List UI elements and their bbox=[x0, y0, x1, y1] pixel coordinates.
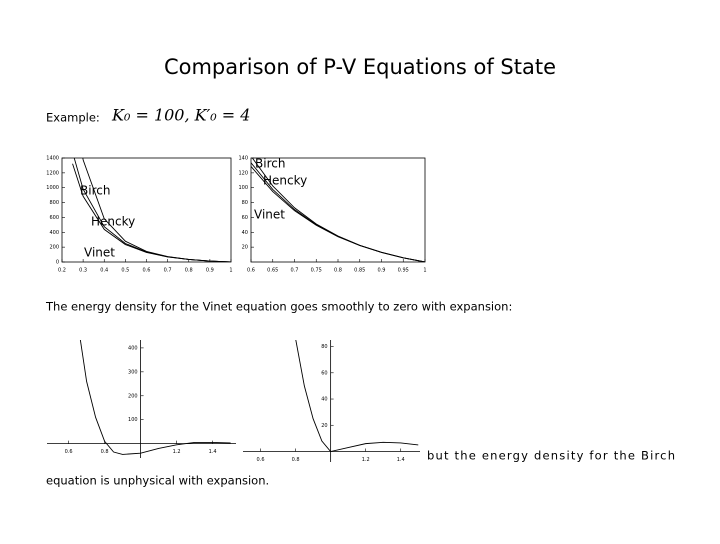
x-tick-label: 1 bbox=[229, 268, 232, 274]
curve-label: Vinet bbox=[254, 208, 285, 222]
y-tick-label: 200 bbox=[49, 245, 59, 251]
x-tick-label: 0.9 bbox=[378, 268, 386, 274]
curve bbox=[79, 340, 231, 455]
x-tick-label: 0.2 bbox=[58, 268, 66, 274]
y-tick-label: 200 bbox=[128, 393, 138, 399]
slide-title: Comparison of P-V Equations of State bbox=[164, 55, 556, 79]
y-tick-label: 300 bbox=[128, 369, 138, 375]
x-tick-label: 0.7 bbox=[164, 268, 172, 274]
curve bbox=[73, 158, 231, 262]
y-tick-label: 40 bbox=[242, 230, 248, 236]
x-tick-label: 0.8 bbox=[334, 268, 342, 274]
example-formula: K₀ = 100, K′₀ = 4 bbox=[111, 106, 250, 125]
x-tick-label: 0.6 bbox=[247, 268, 255, 274]
x-tick-label: 0.8 bbox=[101, 449, 109, 455]
example-label: Example: bbox=[46, 111, 100, 125]
y-tick-label: 80 bbox=[242, 200, 248, 206]
y-tick-label: 400 bbox=[49, 230, 59, 236]
y-tick-label: 800 bbox=[49, 200, 59, 206]
curve bbox=[251, 162, 425, 262]
x-tick-label: 1.4 bbox=[209, 449, 217, 455]
y-tick-label: 600 bbox=[49, 215, 59, 221]
x-tick-label: 0.4 bbox=[100, 268, 108, 274]
paragraph: equation is unphysical with expansion. bbox=[46, 474, 269, 488]
x-tick-label: 0.65 bbox=[267, 268, 278, 274]
y-tick-label: 60 bbox=[242, 215, 248, 221]
y-tick-label: 140 bbox=[238, 156, 248, 162]
chart: 0.6 0.8 1.2 1.4 100 200 300 400 bbox=[47, 340, 236, 458]
x-tick-label: 0.6 bbox=[257, 457, 265, 463]
x-tick-label: 1 bbox=[423, 268, 426, 274]
curve-label: Hencky bbox=[263, 174, 307, 188]
y-tick-label: 0 bbox=[56, 260, 59, 266]
y-tick-label: 80 bbox=[321, 344, 327, 350]
chart: 0.2 0.3 0.4 0.5 0.6 0.7 0.8 0.9 1 0 200 400 600 800 10… bbox=[46, 156, 232, 274]
curve-label: Hencky bbox=[91, 215, 135, 229]
x-tick-label: 0.6 bbox=[65, 449, 73, 455]
curve-label: Birch bbox=[255, 157, 285, 171]
y-tick-label: 120 bbox=[238, 170, 248, 176]
curve-label: Vinet bbox=[84, 246, 115, 260]
chart: 0.6 0.65 0.7 0.75 0.8 0.85 0.9 0.95 120406080100… bbox=[238, 156, 426, 274]
y-tick-label: 60 bbox=[321, 370, 327, 376]
x-tick-label: 0.8 bbox=[185, 268, 193, 274]
x-tick-label: 1.4 bbox=[397, 457, 405, 463]
x-tick-label: 0.5 bbox=[121, 268, 129, 274]
y-tick-label: 1400 bbox=[46, 156, 59, 162]
x-tick-label: 1.2 bbox=[173, 449, 181, 455]
x-tick-label: 0.9 bbox=[206, 268, 214, 274]
paragraph: The energy density for the Vinet equatio… bbox=[45, 300, 512, 314]
x-tick-label: 0.8 bbox=[292, 457, 300, 463]
x-tick-label: 1.2 bbox=[362, 457, 370, 463]
x-tick-label: 0.7 bbox=[291, 268, 299, 274]
x-tick-label: 0.6 bbox=[143, 268, 151, 274]
paragraph: but the energy density for the Birch bbox=[427, 449, 675, 463]
x-tick-label: 0.85 bbox=[354, 268, 365, 274]
y-tick-label: 100 bbox=[128, 417, 138, 423]
x-tick-label: 0.3 bbox=[79, 268, 87, 274]
y-tick-label: 20 bbox=[242, 245, 248, 251]
chart: 0.6 0.8 1.2 1.4 20 40 60 80 bbox=[243, 340, 420, 463]
y-tick-label: 40 bbox=[321, 397, 327, 403]
curve-label: Birch bbox=[80, 184, 110, 198]
y-tick-label: 400 bbox=[128, 345, 138, 351]
y-tick-label: 1200 bbox=[46, 170, 59, 176]
y-tick-label: 1000 bbox=[46, 185, 59, 191]
curve bbox=[295, 340, 419, 453]
y-tick-label: 20 bbox=[321, 423, 327, 429]
x-tick-label: 0.75 bbox=[311, 268, 322, 274]
x-tick-label: 0.95 bbox=[398, 268, 409, 274]
y-tick-label: 100 bbox=[238, 185, 248, 191]
